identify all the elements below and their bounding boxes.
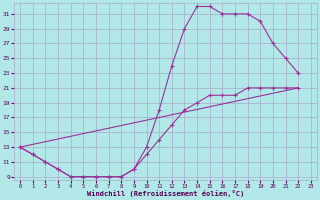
X-axis label: Windchill (Refroidissement éolien,°C): Windchill (Refroidissement éolien,°C): [87, 190, 244, 197]
